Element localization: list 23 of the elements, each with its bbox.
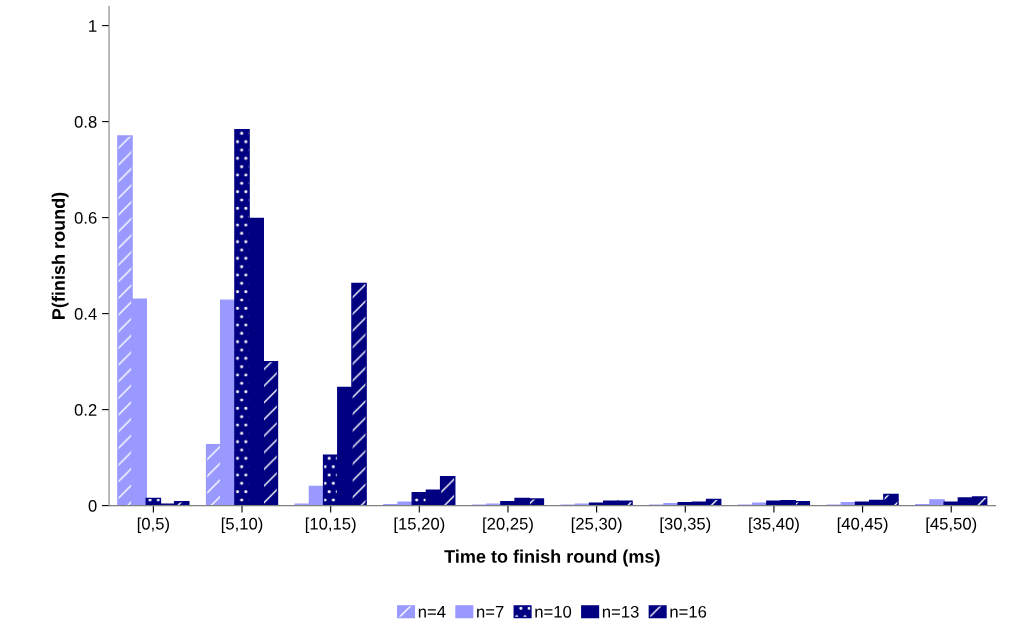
x-tick-label: [35,40) xyxy=(749,517,799,533)
legend-label: n=13 xyxy=(602,605,639,618)
legend-label: n=16 xyxy=(670,605,707,618)
x-tick-label: [20,25) xyxy=(483,517,533,533)
legend-label: n=4 xyxy=(418,606,446,618)
x-tick-label: [15,20) xyxy=(394,517,445,533)
y-tick-label: 0 xyxy=(88,500,97,512)
y-axis-title: P(finish round) xyxy=(51,192,69,319)
y-tick-label: 0.8 xyxy=(74,116,97,128)
x-tick-label: [10,15) xyxy=(305,517,356,533)
x-tick-label: [0,5) xyxy=(137,517,169,533)
x-tick-label: [5,10) xyxy=(221,517,263,533)
x-tick-label: [25,30) xyxy=(571,517,622,533)
x-tick-label: [40,45) xyxy=(837,517,888,533)
legend-label: n=10 xyxy=(535,605,572,618)
legend-label: n=7 xyxy=(477,606,504,618)
y-tick-label: 0.2 xyxy=(74,404,97,416)
x-axis-title: Time to finish round (ms) xyxy=(444,549,660,567)
y-tick-label: 0.4 xyxy=(74,308,97,320)
y-tick-label: 0.6 xyxy=(74,212,97,224)
x-tick-label: [45,50) xyxy=(926,517,977,533)
y-tick-label: 1 xyxy=(89,20,97,32)
x-tick-label: [30,35) xyxy=(660,517,711,533)
